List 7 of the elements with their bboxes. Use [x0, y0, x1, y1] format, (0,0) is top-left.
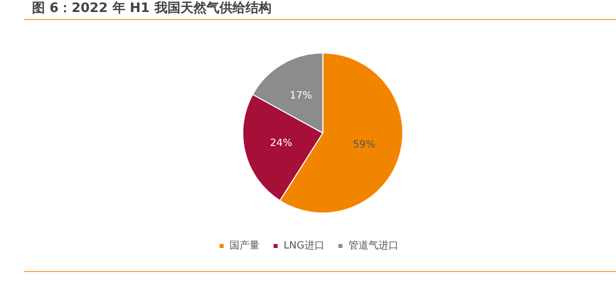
data-label: 24%	[270, 138, 292, 150]
chart-title: 图 6：2022 年 H1 我国天然气供给结构	[32, 0, 272, 17]
data-label: 17%	[290, 90, 312, 102]
legend-label: 国产量	[230, 240, 260, 252]
data-label: 59%	[352, 139, 376, 150]
legend-label: LNG进口	[284, 240, 324, 252]
legend-label: 管道气进口	[348, 240, 398, 252]
